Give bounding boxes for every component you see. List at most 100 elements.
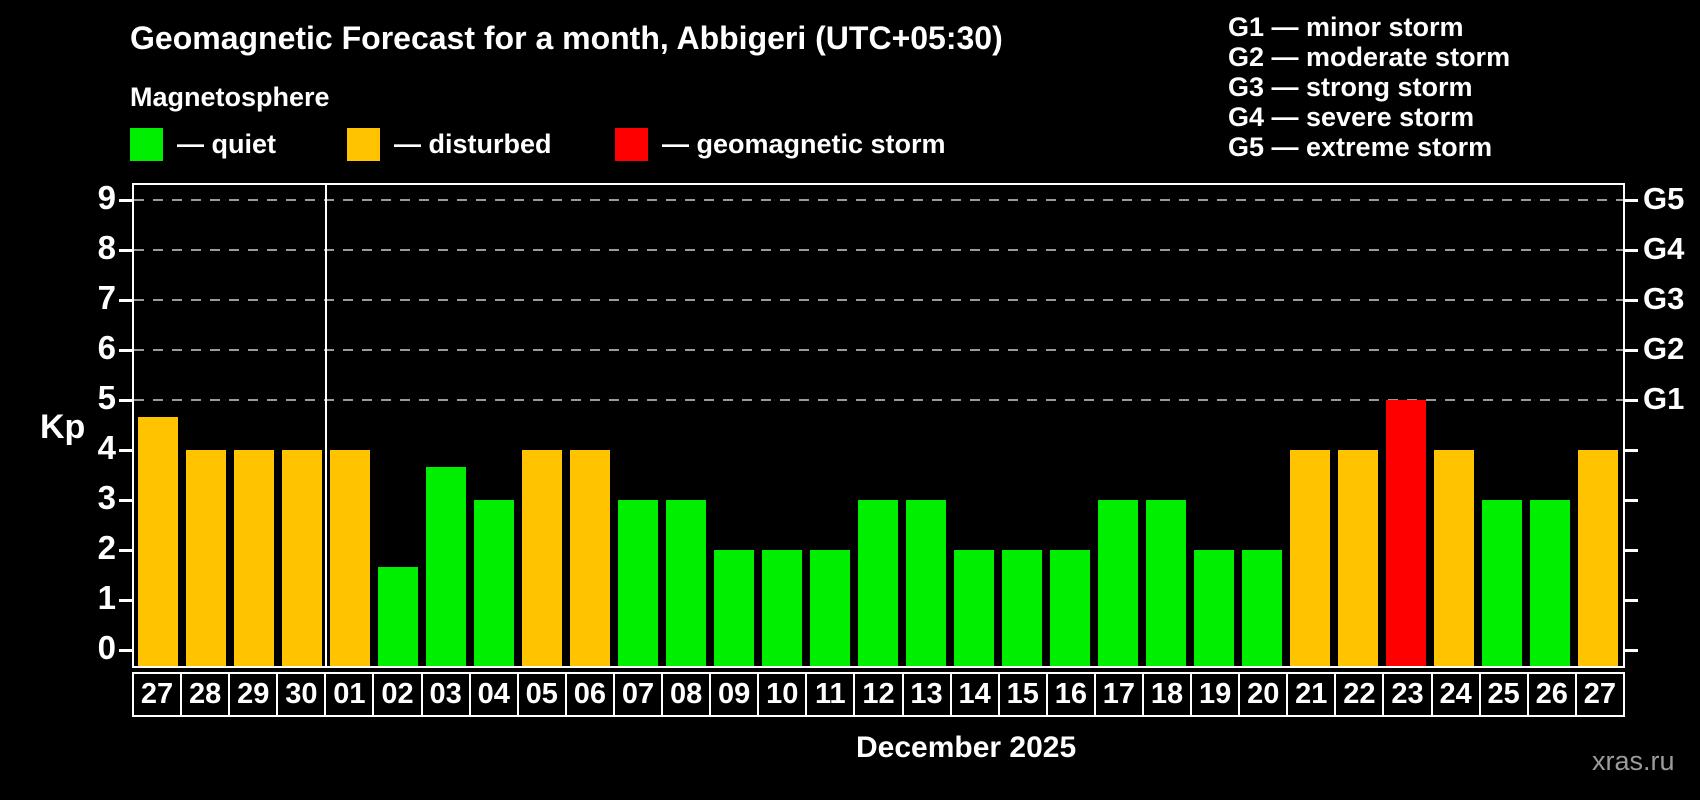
y-axis-tick-right-3 <box>1625 499 1638 502</box>
right-axis-label-g2: G2 <box>1643 331 1685 366</box>
y-axis-label-4: 4 <box>97 429 116 466</box>
y-axis-tick-left-5 <box>119 399 132 402</box>
legend-item-quiet: — quiet <box>130 126 276 162</box>
y-axis-tick-right-8 <box>1625 249 1638 252</box>
g-legend-line-g1: G1 — minor storm <box>1228 12 1464 42</box>
legend-quiet-label: — quiet <box>177 128 276 159</box>
kp-bar-day-04 <box>473 500 514 666</box>
day-label-cell-14: 11 <box>807 672 856 717</box>
kp-bar-day-28 <box>185 450 226 666</box>
kp-bar-day-30 <box>281 450 322 666</box>
watermark-text: xras.ru <box>1592 746 1675 776</box>
day-label-cell-25: 22 <box>1336 672 1385 717</box>
day-label-cell-9: 06 <box>566 672 615 717</box>
y-axis-tick-left-0 <box>119 649 132 652</box>
kp-bar-day-22 <box>1338 450 1379 666</box>
kp-bar-day-29 <box>233 450 274 666</box>
y-axis-tick-right-9 <box>1625 199 1638 202</box>
chart-subtitle: Magnetosphere <box>130 82 330 112</box>
x-axis-day-labels: 27 28 29 30 01 02 03 04 05 06 07 08 09 10 11 12 13 14 15 16… <box>132 672 1625 717</box>
day-label-cell-29: 26 <box>1528 672 1577 717</box>
month-separator-line <box>325 185 328 666</box>
day-label-cell-1: 28 <box>182 672 231 717</box>
kp-bar-day-02 <box>377 566 418 666</box>
y-axis-label-1: 1 <box>97 579 116 616</box>
day-label-cell-20: 17 <box>1095 672 1144 717</box>
kp-bar-day-17 <box>1098 500 1139 666</box>
day-label-cell-0: 27 <box>132 672 183 717</box>
kp-bar-day-13 <box>906 500 947 666</box>
day-label-cell-2: 29 <box>230 672 279 717</box>
y-axis-label-2: 2 <box>97 529 116 566</box>
y-axis-label-3: 3 <box>97 479 116 516</box>
quiet-color-swatch <box>130 127 163 161</box>
day-label-cell-16: 13 <box>903 672 952 717</box>
legend-disturbed-label: — disturbed <box>394 128 552 159</box>
day-label-cell-23: 20 <box>1240 672 1289 717</box>
kp-bar-day-21 <box>1290 450 1331 666</box>
kp-bar-day-08 <box>665 500 706 666</box>
kp-bar-day-06 <box>569 450 610 666</box>
day-label-cell-24: 21 <box>1288 672 1337 717</box>
kp-bar-day-23 <box>1386 400 1427 666</box>
kp-bar-day-01 <box>329 450 370 666</box>
disturbed-color-swatch <box>347 127 380 161</box>
grid-line-kp7 <box>134 299 1623 301</box>
kp-bar-day-26 <box>1530 500 1571 666</box>
legend-item-storm: — geomagnetic storm <box>615 126 946 162</box>
y-axis-label-6: 6 <box>97 329 116 366</box>
day-label-cell-27: 24 <box>1432 672 1481 717</box>
y-axis-label-7: 7 <box>97 279 116 316</box>
grid-line-kp9 <box>134 199 1623 201</box>
y-axis-label-5: 5 <box>97 379 116 416</box>
kp-bar-day-07 <box>617 500 658 666</box>
kp-bar-day-19 <box>1194 550 1235 666</box>
kp-bar-day-20 <box>1242 550 1283 666</box>
kp-bar-day-24 <box>1434 450 1475 666</box>
kp-bar-day-10 <box>761 550 802 666</box>
y-axis-tick-right-0 <box>1625 649 1638 652</box>
day-label-cell-26: 23 <box>1384 672 1433 717</box>
day-label-cell-5: 02 <box>374 672 423 717</box>
day-label-cell-18: 15 <box>999 672 1048 717</box>
grid-line-kp6 <box>134 349 1623 351</box>
g-legend-line-g2: G2 — moderate storm <box>1228 42 1511 72</box>
kp-bar-day-27 <box>137 416 178 666</box>
y-axis-tick-right-1 <box>1625 599 1638 602</box>
kp-bar-day-11 <box>809 550 850 666</box>
y-axis-label-0: 0 <box>97 629 116 666</box>
g-legend-line-g5: G5 — extreme storm <box>1228 132 1493 162</box>
day-label-cell-11: 08 <box>663 672 712 717</box>
y-axis-label-8: 8 <box>97 229 116 266</box>
kp-bar-day-16 <box>1050 550 1091 666</box>
day-label-cell-22: 19 <box>1192 672 1241 717</box>
kp-bar-day-03 <box>425 466 466 666</box>
day-label-cell-21: 18 <box>1143 672 1193 717</box>
kp-bar-day-25 <box>1482 500 1523 666</box>
page-title: Geomagnetic Forecast for a month, Abbige… <box>130 20 1003 56</box>
day-label-cell-6: 03 <box>422 672 471 717</box>
kp-bar-day-12 <box>857 500 898 666</box>
kp-bar-day-27 <box>1578 450 1619 666</box>
y-axis-label-9: 9 <box>97 179 116 216</box>
y-axis-tick-left-7 <box>119 299 132 302</box>
right-axis-label-g1: G1 <box>1643 381 1685 416</box>
y-axis-tick-right-6 <box>1625 349 1638 352</box>
y-axis-tick-right-2 <box>1625 549 1638 552</box>
day-label-cell-15: 12 <box>855 672 904 717</box>
y-axis-tick-left-3 <box>119 499 132 502</box>
y-axis-tick-right-5 <box>1625 399 1638 402</box>
day-label-cell-13: 10 <box>759 672 808 717</box>
kp-bar-day-15 <box>1002 550 1043 666</box>
day-label-cell-7: 04 <box>470 672 519 717</box>
plot-area: 0 1 2 3 4 5 6 7 8 9 G1 G2 G3 G4 G5 <box>98 179 1684 668</box>
right-axis-label-g4: G4 <box>1643 231 1685 266</box>
kp-bar-day-18 <box>1146 500 1187 666</box>
day-label-cell-8: 05 <box>518 672 567 717</box>
y-axis-title: Kp <box>40 408 86 446</box>
y-axis-tick-left-6 <box>119 349 132 352</box>
legend-item-disturbed: — disturbed <box>347 126 552 162</box>
day-label-cell-30: 27 <box>1576 672 1625 717</box>
y-axis-tick-left-9 <box>119 199 132 202</box>
